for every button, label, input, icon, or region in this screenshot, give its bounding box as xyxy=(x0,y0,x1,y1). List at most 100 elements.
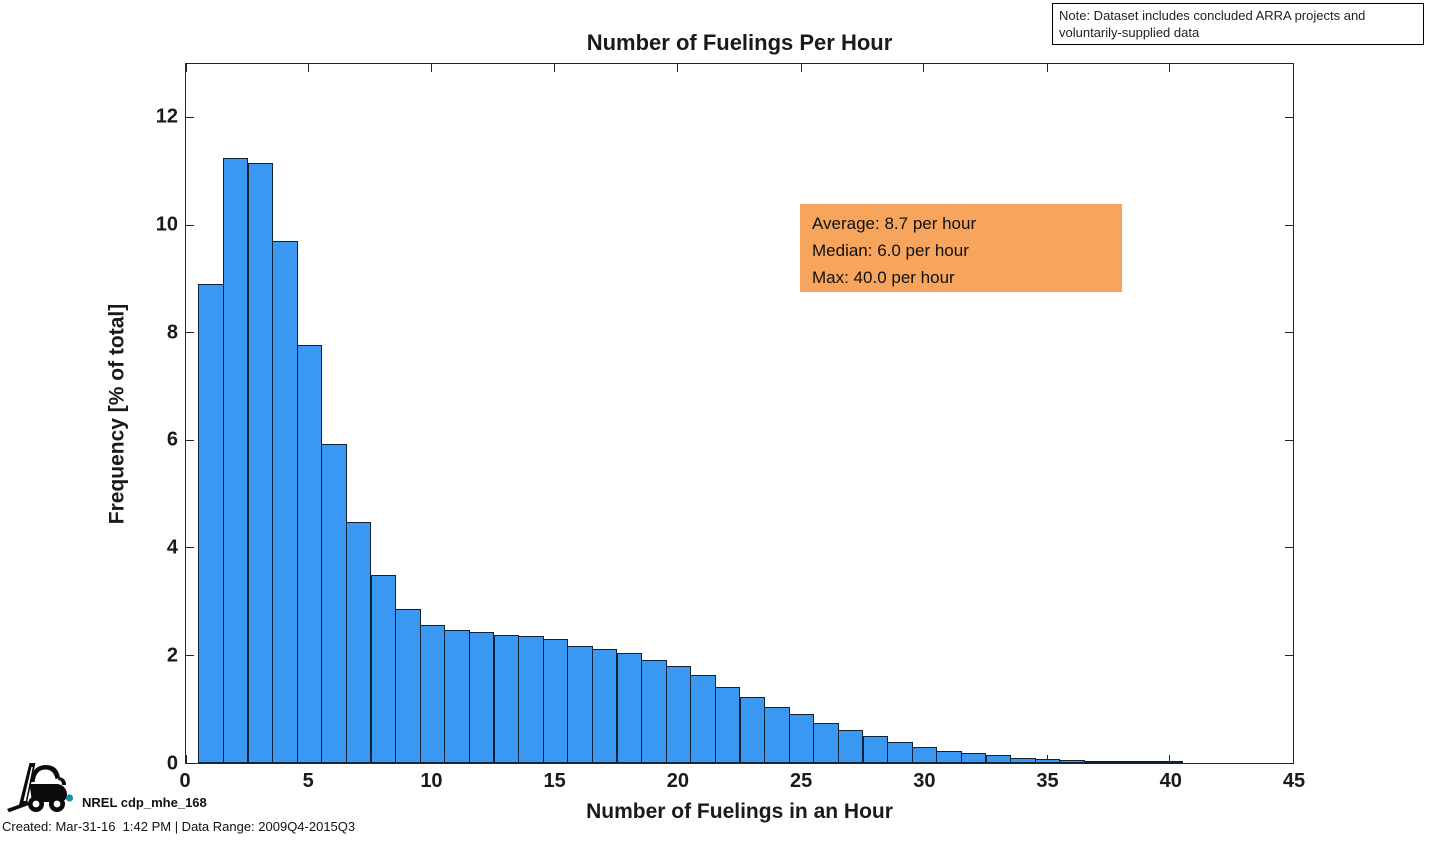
plot-area xyxy=(185,63,1294,764)
x-axis-label: Number of Fuelings in an Hour xyxy=(586,800,893,823)
y-tick-label: 10 xyxy=(155,213,178,236)
histogram-bar xyxy=(567,645,593,763)
x-tick-label: 20 xyxy=(666,770,689,792)
histogram-bar xyxy=(887,741,913,763)
x-tick-labels: 0 5 10 15 20 25 30 35 40 45 xyxy=(179,770,1305,796)
x-tick-mark xyxy=(1292,755,1294,763)
y-tick-mark xyxy=(186,117,194,119)
x-tick-mark xyxy=(1169,64,1171,72)
y-tick-mark xyxy=(186,332,194,334)
x-tick-label: 25 xyxy=(789,770,813,792)
logo-teal-dot xyxy=(65,794,74,802)
histogram-bar xyxy=(1083,760,1110,763)
y-tick-mark xyxy=(1285,224,1293,226)
histogram-bar xyxy=(395,609,421,763)
histogram-bar xyxy=(1133,761,1159,763)
histogram-bar xyxy=(641,660,667,763)
y-tick-mark xyxy=(186,547,194,549)
x-tick-label: 0 xyxy=(179,770,191,792)
histogram-bar xyxy=(493,634,520,763)
x-tick-mark xyxy=(431,64,433,72)
x-tick-label: 40 xyxy=(1159,770,1182,792)
histogram-bar xyxy=(321,444,347,763)
x-tick-mark xyxy=(308,64,310,72)
histogram-bar xyxy=(616,653,643,763)
histogram-bar xyxy=(222,158,249,763)
y-tick-labels: 0 2 4 6 8 10 12 xyxy=(110,63,178,774)
x-tick-mark xyxy=(185,755,187,763)
histogram-bar xyxy=(419,625,446,763)
stats-annotation-box: Average: 8.7 per hour Median: 6.0 per ho… xyxy=(800,204,1122,292)
histogram-bar xyxy=(936,751,962,763)
y-tick-mark xyxy=(186,762,194,764)
x-tick-label: 35 xyxy=(1036,770,1059,792)
y-tick-label: 12 xyxy=(155,105,178,128)
histogram-bar xyxy=(591,649,618,763)
histogram-bar xyxy=(1034,758,1061,763)
histogram-bar xyxy=(960,753,987,763)
histogram-bar xyxy=(911,746,938,763)
x-tick-label: 10 xyxy=(420,770,443,792)
forklift-icon xyxy=(7,763,74,813)
stat-max: Max: 40.0 per hour xyxy=(812,268,955,287)
y-tick-mark xyxy=(1285,654,1293,656)
y-tick-label: 4 xyxy=(166,536,178,559)
stat-median: Median: 6.0 per hour xyxy=(812,241,969,260)
x-tick-mark xyxy=(677,64,679,72)
histogram-bar xyxy=(1108,761,1135,763)
histogram-bar xyxy=(444,630,470,763)
histogram-bar xyxy=(788,714,815,763)
histogram-bar xyxy=(813,723,839,763)
histogram-bar xyxy=(1059,760,1085,763)
histogram-bar xyxy=(985,755,1012,763)
histogram-bar xyxy=(247,163,274,763)
note-box: Note: Dataset includes concluded ARRA pr… xyxy=(1052,3,1424,45)
note-text: Note: Dataset includes concluded ARRA pr… xyxy=(1059,8,1366,40)
histogram-bar xyxy=(714,687,741,763)
y-tick-mark xyxy=(1285,762,1293,764)
y-tick-mark xyxy=(1285,547,1293,549)
histogram-bar xyxy=(862,736,889,763)
footer-dataset-label: NREL cdp_mhe_168 xyxy=(82,795,207,810)
x-tick-mark xyxy=(1292,64,1294,72)
y-tick-label: 2 xyxy=(166,644,178,667)
histogram-bar xyxy=(665,665,692,763)
x-tick-mark xyxy=(1046,64,1048,72)
y-tick-mark xyxy=(1285,439,1293,441)
histogram-bar xyxy=(272,241,298,763)
histogram-bar xyxy=(198,284,224,763)
footer-created-text: Created: Mar-31-16 1:42 PM | Data Range:… xyxy=(2,819,356,834)
histogram-bar xyxy=(542,639,569,763)
x-tick-mark xyxy=(800,64,802,72)
histogram-bar xyxy=(468,632,495,763)
y-tick-mark xyxy=(186,439,194,441)
histogram-bar xyxy=(296,344,323,763)
histogram-bar xyxy=(690,674,716,763)
y-tick-label: 6 xyxy=(166,428,178,451)
x-tick-label: 5 xyxy=(302,770,314,792)
y-tick-label: 8 xyxy=(166,321,178,344)
x-tick-label: 45 xyxy=(1282,770,1306,792)
stat-average: Average: 8.7 per hour xyxy=(812,214,977,233)
y-tick-mark xyxy=(186,224,194,226)
histogram-bar xyxy=(739,696,766,763)
histogram-bar xyxy=(370,574,397,763)
y-tick-label: 0 xyxy=(166,752,178,775)
y-tick-mark xyxy=(1285,332,1293,334)
histogram-bar xyxy=(1157,761,1184,763)
x-tick-label: 15 xyxy=(543,770,566,792)
x-tick-mark xyxy=(923,64,925,72)
histogram-bar xyxy=(518,636,544,763)
y-tick-mark xyxy=(186,654,194,656)
histogram-bar xyxy=(345,522,372,763)
x-tick-mark xyxy=(1169,755,1171,763)
histogram-bar xyxy=(1010,757,1036,763)
y-tick-mark xyxy=(1285,117,1293,119)
x-tick-mark xyxy=(554,64,556,72)
histogram-bar xyxy=(764,706,790,763)
histogram-bar xyxy=(837,730,864,763)
x-tick-mark xyxy=(185,64,187,72)
chart-title: Number of Fuelings Per Hour xyxy=(586,30,893,55)
x-tick-label: 30 xyxy=(913,770,936,792)
